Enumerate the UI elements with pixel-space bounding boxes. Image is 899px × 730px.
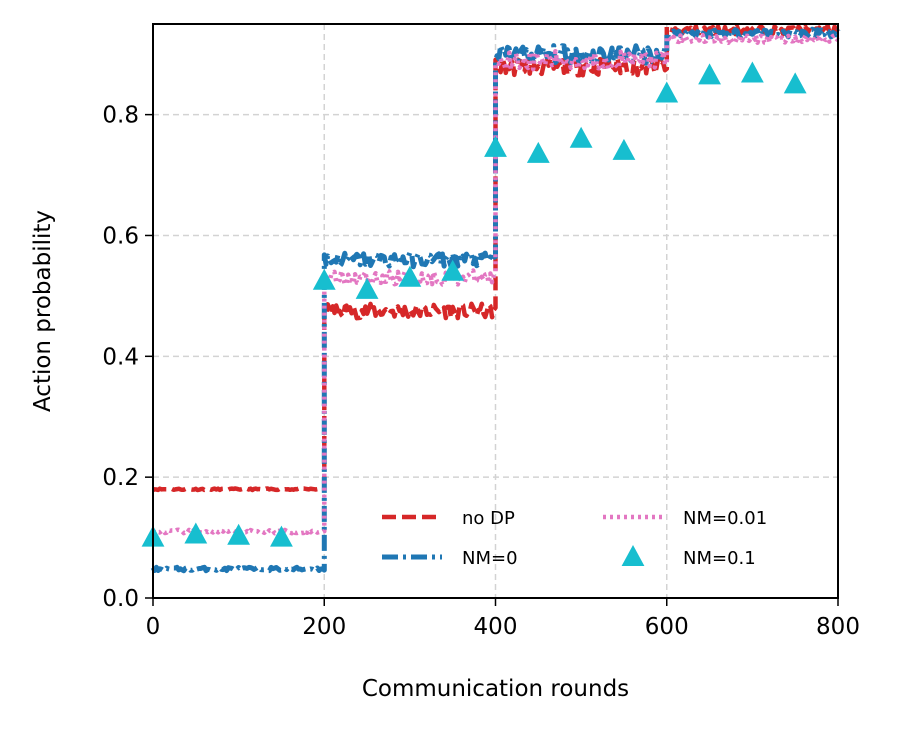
x-tick-label: 600 <box>645 614 689 640</box>
x-tick-label: 200 <box>302 614 346 640</box>
y-tick-label: 0.2 <box>102 465 139 491</box>
series-point <box>355 277 379 299</box>
legend: no DP NM=0.01 NM=0 NM=0.1 <box>382 508 767 569</box>
series-point <box>655 81 679 103</box>
series-point <box>740 61 764 83</box>
series-point <box>783 72 807 94</box>
y-tick-label: 0.4 <box>102 344 139 370</box>
x-axis-label: Communication rounds <box>362 676 629 702</box>
series-point <box>184 522 208 544</box>
series-layer <box>141 23 841 574</box>
series-line <box>151 32 840 536</box>
series-point <box>398 265 422 287</box>
series-point <box>569 126 593 148</box>
y-tick-label: 0.6 <box>102 223 139 249</box>
legend-label: NM=0.1 <box>683 548 756 569</box>
y-axis-label: Action probability <box>30 210 56 412</box>
y-tick-label: 0.0 <box>102 586 139 612</box>
series-point <box>484 135 507 157</box>
ticks-layer: 0 200 400 600 800 0.0 0.2 0.4 0.6 0.8 <box>102 103 860 640</box>
series-point <box>312 268 336 290</box>
legend-label: NM=0.01 <box>683 508 767 529</box>
y-tick-label: 0.8 <box>102 103 139 129</box>
series-point <box>227 523 251 545</box>
series-point <box>698 63 721 85</box>
x-tick-label: 800 <box>816 614 860 640</box>
series-point <box>441 259 465 281</box>
series-point <box>270 525 293 547</box>
x-tick-label: 400 <box>474 614 518 640</box>
series-point <box>526 141 550 163</box>
legend-label: NM=0 <box>462 548 518 569</box>
legend-swatch <box>621 545 645 566</box>
series-point <box>612 138 636 160</box>
legend-label: no DP <box>462 508 515 529</box>
x-tick-label: 0 <box>146 614 161 640</box>
series-line <box>152 23 841 493</box>
